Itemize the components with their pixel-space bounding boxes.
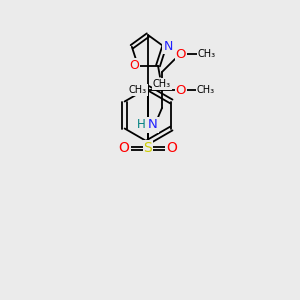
Text: O: O: [176, 47, 186, 61]
Text: N: N: [164, 40, 173, 53]
Text: O: O: [176, 83, 186, 97]
Text: O: O: [129, 59, 139, 72]
Text: CH₃: CH₃: [197, 85, 215, 95]
Text: S: S: [144, 141, 152, 155]
Text: O: O: [118, 141, 129, 155]
Text: O: O: [167, 141, 177, 155]
Text: CH₃: CH₃: [153, 79, 171, 89]
Text: H: H: [136, 118, 146, 131]
Text: CH₃: CH₃: [129, 85, 147, 95]
Text: CH₃: CH₃: [198, 49, 216, 59]
Text: N: N: [148, 118, 158, 131]
